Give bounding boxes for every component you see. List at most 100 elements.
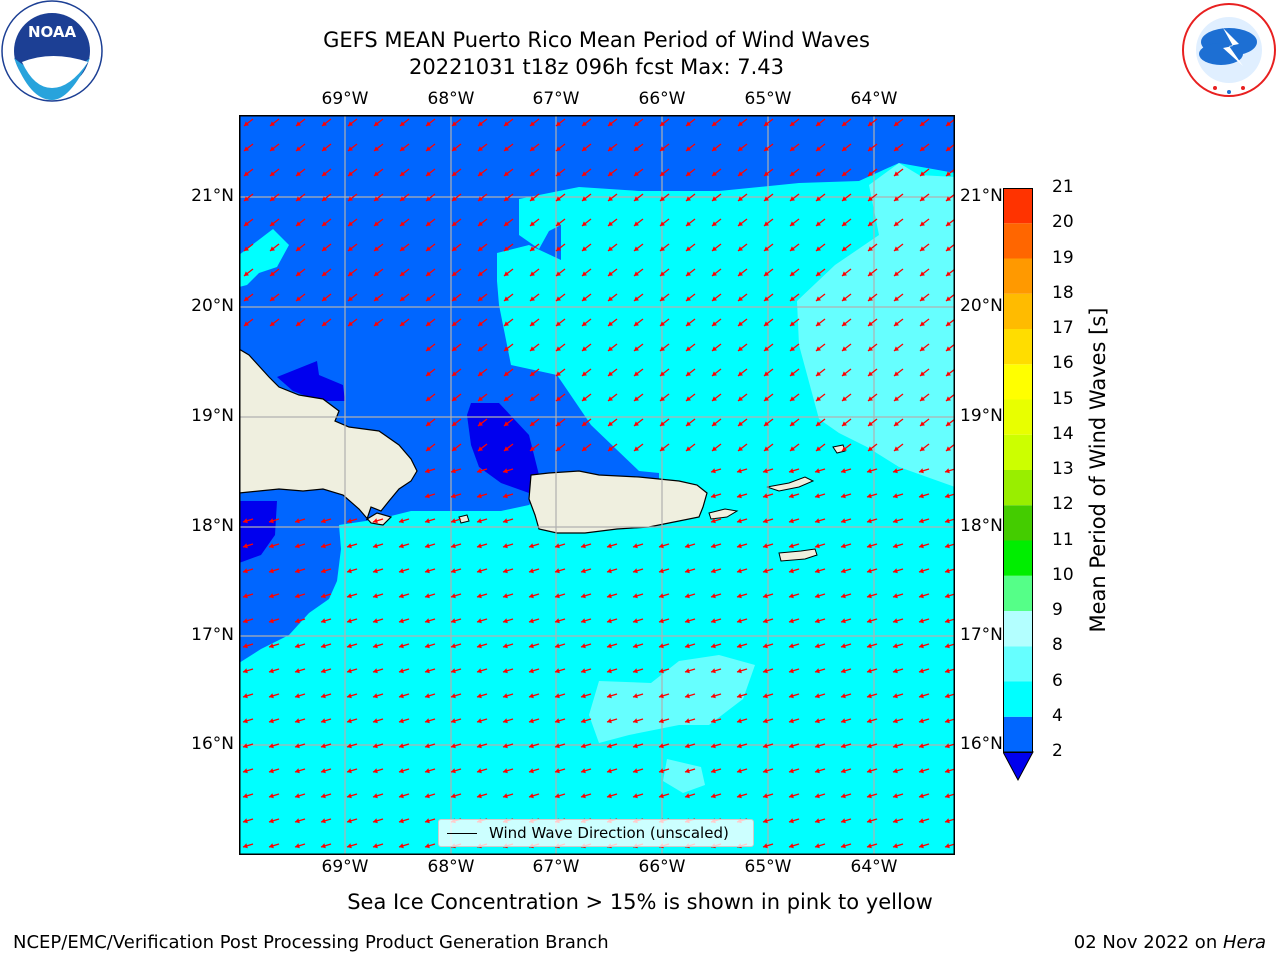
colorbar-segment — [1003, 293, 1033, 329]
wave-direction-arrowhead — [789, 743, 794, 749]
wave-direction-arrowhead — [634, 171, 639, 176]
wave-direction-arrowhead — [633, 593, 638, 599]
wave-direction-arrowhead — [529, 593, 534, 599]
land-virgin-islands — [766, 476, 815, 492]
wave-direction-arrowhead — [946, 221, 951, 226]
wave-direction-arrowhead — [478, 271, 483, 276]
wave-direction-arrowhead — [946, 121, 951, 126]
wave-direction-arrowhead — [816, 246, 821, 251]
wave-direction-arrowhead — [269, 843, 274, 849]
wave-direction-arrowhead — [374, 246, 379, 251]
wave-direction-arrowhead — [919, 843, 924, 849]
wave-direction-arrowhead — [686, 196, 691, 201]
wave-direction-arrowhead — [946, 446, 951, 451]
lat-tick-left: 17°N — [191, 625, 234, 645]
wave-direction-arrowhead — [815, 543, 820, 549]
wave-direction-arrowhead — [686, 221, 691, 226]
wave-direction-arrowhead — [894, 221, 899, 226]
wave-direction-arrowhead — [296, 321, 301, 326]
wave-direction-arrowhead — [945, 768, 950, 774]
wave-direction-arrowhead — [608, 396, 613, 401]
wave-direction-arrowhead — [452, 196, 457, 201]
wave-direction-arrowhead — [478, 221, 483, 226]
wave-direction-arrowhead — [894, 321, 899, 326]
wave-direction-arrowhead — [607, 618, 612, 624]
wave-direction-arrowhead — [764, 246, 769, 251]
wave-direction-arrowhead — [945, 718, 950, 724]
wave-direction-arrowhead — [868, 296, 873, 301]
wave-direction-arrowhead — [737, 468, 742, 474]
wave-direction-arrowhead — [919, 643, 924, 649]
wave-direction-arrowhead — [815, 618, 820, 624]
wave-direction-arrowhead — [504, 171, 509, 176]
lat-tick-left: 19°N — [191, 406, 234, 426]
wave-direction-arrowhead — [504, 246, 509, 251]
wave-direction-arrowhead — [295, 768, 300, 774]
wave-direction-arrowhead — [556, 196, 561, 201]
wave-direction-arrowhead — [607, 718, 612, 724]
wave-direction-arrowhead — [945, 793, 950, 799]
wave-direction-arrowhead — [867, 568, 872, 574]
wave-direction-arrowhead — [399, 693, 404, 699]
wave-direction-arrowhead — [530, 321, 535, 326]
wave-direction-arrowhead — [608, 421, 613, 426]
wave-direction-arrowhead — [503, 468, 508, 474]
wave-direction-arrowhead — [582, 371, 587, 376]
wave-direction-arrowhead — [582, 221, 587, 226]
wave-direction-arrowhead — [946, 396, 951, 401]
wave-direction-arrowhead — [946, 171, 951, 176]
plot-subtitle: 20221031 t18z 096h fcst Max: 7.43 — [409, 55, 784, 79]
wave-direction-arrowhead — [556, 221, 561, 226]
wave-direction-arrowhead — [270, 171, 275, 176]
wave-direction-arrowhead — [763, 618, 768, 624]
wave-direction-arrowhead — [269, 643, 274, 649]
wave-direction-arrowhead — [920, 396, 925, 401]
wave-direction-arrowhead — [582, 246, 587, 251]
wave-direction-arrowhead — [269, 693, 274, 699]
wave-direction-arrowhead — [295, 818, 300, 824]
wave-direction-arrowhead — [373, 743, 378, 749]
wave-direction-arrowhead — [399, 743, 404, 749]
wave-direction-arrowhead — [296, 121, 301, 126]
wave-direction-arrowhead — [581, 768, 586, 774]
wave-direction-arrowhead — [425, 693, 430, 699]
wave-direction-arrowhead — [685, 793, 690, 799]
lat-tick-right: 16°N — [960, 734, 1003, 754]
wave-direction-arrowhead — [504, 221, 509, 226]
wave-direction-arrowhead — [686, 371, 691, 376]
wave-direction-arrowhead — [373, 843, 378, 849]
wave-direction-arrowhead — [295, 568, 300, 574]
wave-direction-arrowhead — [686, 421, 691, 426]
wave-direction-arrowhead — [660, 421, 665, 426]
land-st-croix — [778, 548, 818, 562]
wave-direction-arrowhead — [608, 146, 613, 151]
colorbar-tick-label: 6 — [1052, 670, 1063, 691]
wave-direction-arrowhead — [451, 693, 456, 699]
wave-direction-arrowhead — [867, 768, 872, 774]
wave-direction-arrowhead — [374, 221, 379, 226]
wave-direction-arrowhead — [243, 818, 248, 824]
wave-direction-arrowhead — [374, 321, 379, 326]
wave-direction-arrowhead — [841, 518, 846, 524]
wave-direction-arrowhead — [478, 321, 483, 326]
wave-direction-arrowhead — [737, 743, 742, 749]
wave-direction-arrowhead — [711, 493, 716, 499]
colorbar-segment — [1003, 575, 1033, 611]
wave-direction-arrowhead — [893, 743, 898, 749]
wave-direction-arrowhead — [945, 518, 950, 524]
wave-direction-arrowhead — [815, 768, 820, 774]
wave-direction-arrowhead — [945, 593, 950, 599]
wave-direction-arrowhead — [894, 121, 899, 126]
wave-direction-arrowhead — [452, 396, 457, 401]
wave-direction-arrowhead — [919, 568, 924, 574]
wave-direction-arrowhead — [634, 371, 639, 376]
wave-direction-arrowhead — [425, 793, 430, 799]
wave-direction-arrowhead — [685, 543, 690, 549]
wave-direction-arrowhead — [919, 818, 924, 824]
wave-direction-arrowhead — [452, 446, 457, 451]
wave-direction-arrowhead — [477, 593, 482, 599]
wave-direction-arrowhead — [737, 668, 742, 674]
land-hispaniola — [239, 348, 418, 526]
wave-direction-arrowhead — [633, 543, 638, 549]
wave-zone-2-4 — [239, 115, 955, 663]
